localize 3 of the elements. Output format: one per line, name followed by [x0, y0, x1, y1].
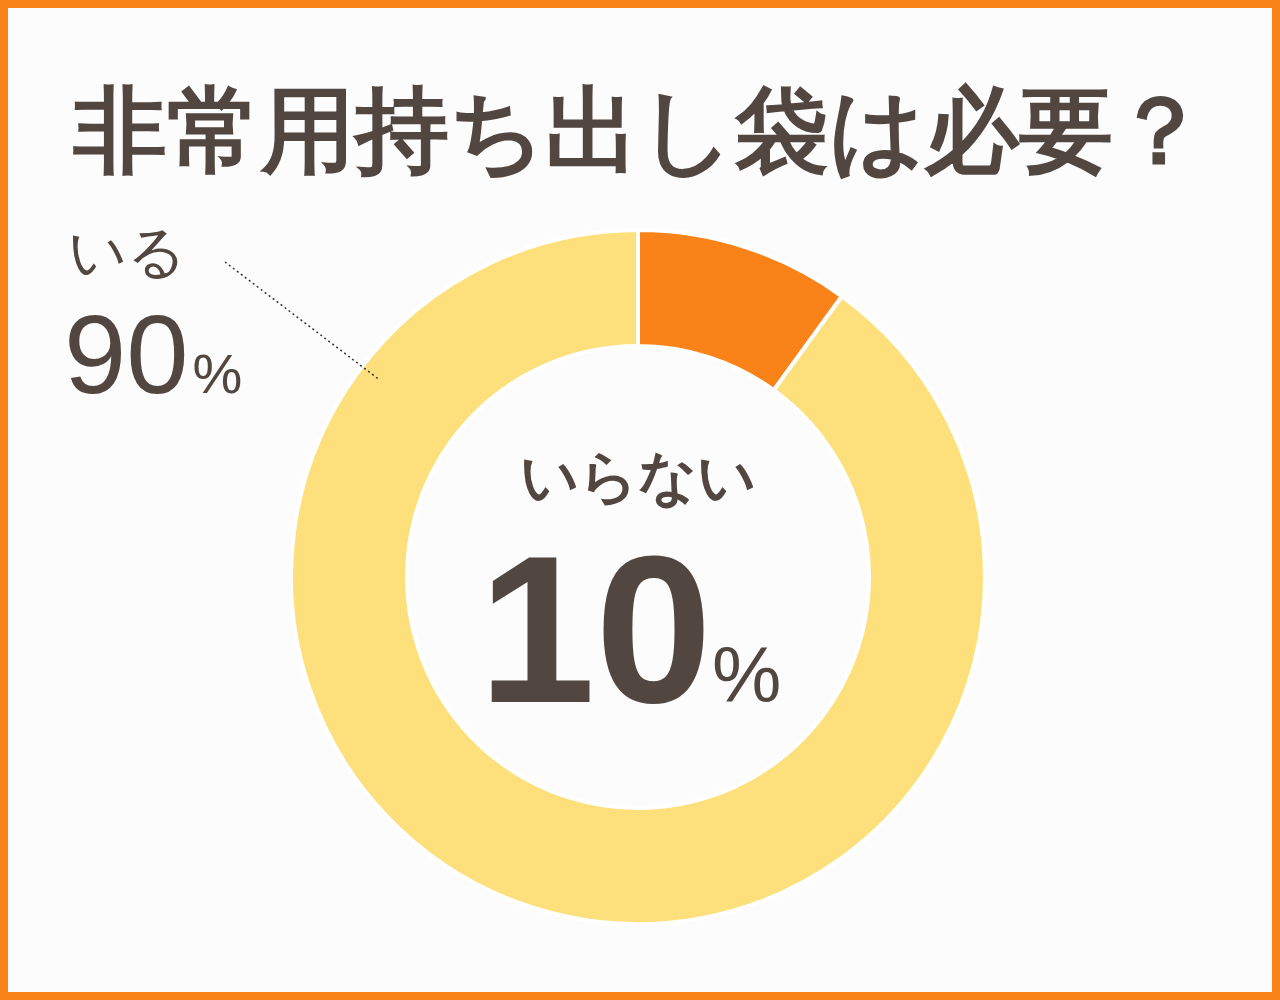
slice-label: いる	[68, 219, 186, 284]
title: 非常用持ち出し袋は必要？	[73, 78, 1207, 183]
data-label: 90%	[64, 292, 243, 417]
